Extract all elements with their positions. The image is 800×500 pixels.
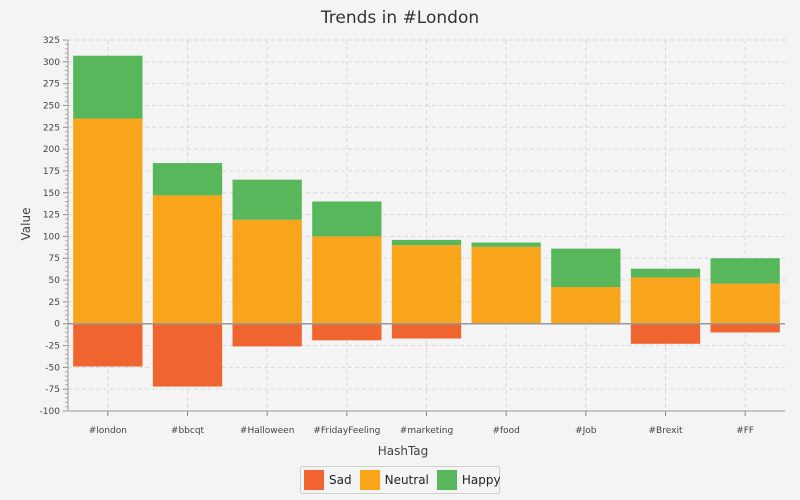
y-tick-label: 175 (43, 167, 60, 177)
y-tick-label: 75 (49, 254, 60, 264)
legend-swatch-neutral (359, 470, 380, 490)
bar-sad (312, 323, 382, 341)
y-tick-label: -50 (45, 363, 60, 373)
y-tick-label: 225 (43, 123, 60, 133)
bar-happy (232, 179, 302, 220)
x-tick-label: #bbcqt (171, 426, 205, 436)
y-tick-label: 200 (43, 145, 60, 155)
bar-happy (630, 268, 701, 278)
bar-neutral (630, 277, 701, 324)
bar-neutral (710, 283, 780, 324)
bar-sad (630, 323, 701, 344)
x-axis-label: HashTag (378, 444, 429, 458)
y-tick-label: 275 (43, 80, 60, 90)
bar-sad (232, 323, 302, 347)
bar-neutral (391, 245, 462, 324)
x-tick-label: #Halloween (240, 426, 294, 436)
x-tick-label: #Job (575, 426, 597, 436)
y-tick-label: 150 (43, 189, 60, 199)
x-tick-label: #food (492, 426, 519, 436)
legend-swatch-happy (436, 470, 457, 490)
bar-neutral (73, 118, 143, 324)
bar-sad (152, 323, 223, 387)
x-tick-label: #FridayFeeling (313, 426, 380, 436)
bar-neutral (312, 236, 382, 324)
legend-swatch-sad (304, 470, 324, 490)
bar-happy (152, 163, 223, 196)
y-tick-label: 0 (54, 320, 60, 330)
bar-neutral (232, 219, 302, 324)
bar-sad (73, 323, 143, 367)
legend-label-happy: Happy (461, 473, 501, 487)
y-tick-label: 50 (49, 276, 61, 286)
bar-happy (471, 242, 541, 247)
y-tick-label: 100 (43, 232, 60, 242)
x-tick-label: #Brexit (649, 426, 683, 436)
x-tick-label: #london (89, 426, 127, 436)
y-tick-label: -25 (45, 342, 60, 352)
axes: -100 -75 -50 -25 0 25 50 75 100 125 150 175 200 225 25… (40, 36, 785, 436)
bar-sad (710, 323, 780, 333)
bar-neutral (471, 246, 541, 324)
bar-happy (73, 55, 143, 119)
x-tick-label: #marketing (400, 426, 453, 436)
legend-item-neutral: Neutral (359, 470, 429, 490)
bar-neutral (551, 287, 621, 324)
y-tick-label: 25 (49, 298, 60, 308)
y-tick-label: 250 (43, 101, 60, 111)
legend: Sad Neutral Happy (300, 466, 501, 494)
bar-happy (391, 239, 462, 246)
bars (73, 55, 780, 387)
y-tick-label: 300 (43, 58, 60, 68)
legend-label-sad: Sad (329, 473, 352, 487)
x-tick-label: #FF (736, 426, 754, 436)
legend-label-neutral: Neutral (384, 473, 429, 487)
bar-sad (391, 323, 462, 339)
y-tick-label: 325 (43, 36, 60, 46)
bar-happy (312, 201, 382, 237)
y-tick-label: 125 (43, 211, 60, 221)
chart-title: Trends in #London (320, 8, 479, 28)
bar-happy (710, 258, 780, 284)
y-tick-label: -100 (40, 407, 61, 417)
y-tick-label: -75 (45, 385, 60, 395)
bar-happy (551, 248, 621, 288)
legend-item-happy: Happy (436, 470, 501, 490)
legend-item-sad: Sad (304, 470, 352, 490)
y-axis-label: Value (19, 208, 33, 241)
bar-neutral (152, 195, 223, 324)
